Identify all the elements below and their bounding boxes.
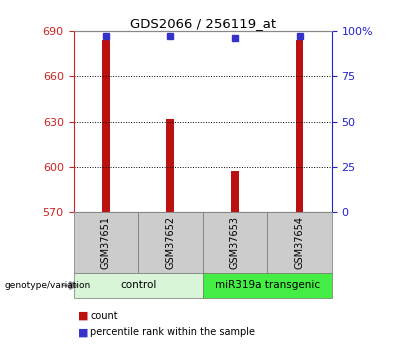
Text: GSM37651: GSM37651 <box>101 216 111 269</box>
Text: count: count <box>90 311 118 321</box>
Text: ■: ■ <box>78 327 88 337</box>
Text: GSM37653: GSM37653 <box>230 216 240 269</box>
Text: percentile rank within the sample: percentile rank within the sample <box>90 327 255 337</box>
Bar <box>102 40 110 212</box>
Text: GSM37652: GSM37652 <box>165 216 176 269</box>
Bar <box>296 40 303 212</box>
Text: ■: ■ <box>78 311 88 321</box>
Title: GDS2066 / 256119_at: GDS2066 / 256119_at <box>130 17 276 30</box>
Text: control: control <box>120 280 156 290</box>
Text: genotype/variation: genotype/variation <box>4 281 90 290</box>
Bar <box>166 119 174 212</box>
Bar <box>231 171 239 212</box>
Text: GSM37654: GSM37654 <box>294 216 304 269</box>
Text: miR319a transgenic: miR319a transgenic <box>215 280 320 290</box>
